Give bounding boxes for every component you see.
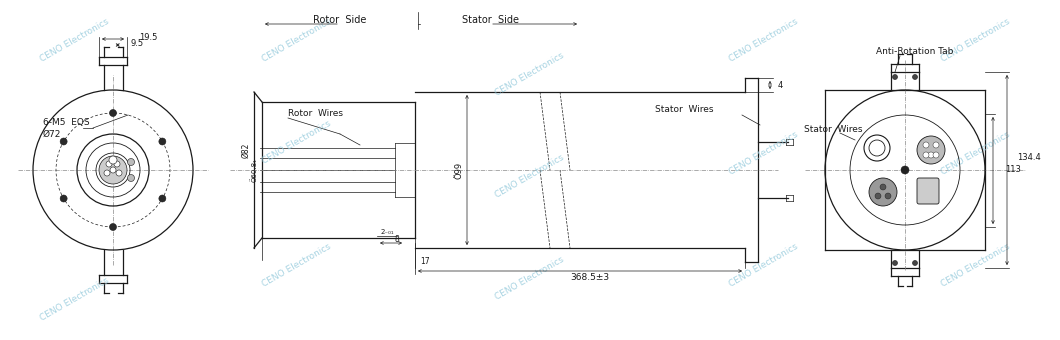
Text: 9.5: 9.5 <box>130 39 143 49</box>
FancyBboxPatch shape <box>917 178 939 204</box>
Circle shape <box>869 178 897 206</box>
Text: CENO Electronics: CENO Electronics <box>494 51 566 98</box>
Text: Stator  Side: Stator Side <box>461 15 518 25</box>
Circle shape <box>893 74 898 80</box>
Text: 2₋₀₁: 2₋₀₁ <box>381 229 394 235</box>
Circle shape <box>109 156 117 164</box>
Text: CENO Electronics: CENO Electronics <box>261 119 333 166</box>
Text: CENO Electronics: CENO Electronics <box>261 242 333 289</box>
Text: CENO Electronics: CENO Electronics <box>939 130 1011 176</box>
Text: 8: 8 <box>394 236 400 244</box>
Text: CENO Electronics: CENO Electronics <box>727 242 799 289</box>
Text: CENO Electronics: CENO Electronics <box>38 17 110 64</box>
Circle shape <box>60 138 67 145</box>
Text: 368.5±3: 368.5±3 <box>570 273 610 283</box>
Text: Ø72: Ø72 <box>43 130 61 138</box>
Circle shape <box>880 184 886 190</box>
Circle shape <box>104 170 110 176</box>
Text: Stator  Wires: Stator Wires <box>803 125 863 135</box>
Circle shape <box>109 109 117 117</box>
Text: 6-M5  EQS: 6-M5 EQS <box>43 118 90 126</box>
Text: CENO Electronics: CENO Electronics <box>494 153 566 200</box>
Circle shape <box>127 174 135 182</box>
Text: Ö60.8₁: Ö60.8₁ <box>250 158 258 182</box>
Text: CENO Electronics: CENO Electronics <box>939 17 1011 64</box>
Circle shape <box>933 142 939 148</box>
Circle shape <box>923 152 929 158</box>
Circle shape <box>917 136 946 164</box>
Circle shape <box>874 193 881 199</box>
Circle shape <box>127 158 135 166</box>
Text: 4: 4 <box>778 81 783 89</box>
Circle shape <box>110 167 116 173</box>
Circle shape <box>913 74 918 80</box>
Circle shape <box>885 193 891 199</box>
Circle shape <box>901 166 909 174</box>
Circle shape <box>893 260 898 266</box>
Text: CENO Electronics: CENO Electronics <box>494 255 566 302</box>
Text: CENO Electronics: CENO Electronics <box>38 276 110 323</box>
Text: 113: 113 <box>1005 166 1021 174</box>
Text: Stator  Wires: Stator Wires <box>655 105 713 115</box>
Text: 134.4: 134.4 <box>1017 153 1041 163</box>
Circle shape <box>60 195 67 202</box>
Circle shape <box>923 142 929 148</box>
Text: CENO Electronics: CENO Electronics <box>939 242 1011 289</box>
Circle shape <box>106 161 112 167</box>
Circle shape <box>99 156 127 184</box>
Circle shape <box>913 260 918 266</box>
Text: 17: 17 <box>420 256 429 266</box>
Circle shape <box>933 152 939 158</box>
Text: Ö99: Ö99 <box>455 162 463 178</box>
Text: CENO Electronics: CENO Electronics <box>261 17 333 64</box>
Circle shape <box>159 138 165 145</box>
Text: Rotor  Side: Rotor Side <box>314 15 367 25</box>
Circle shape <box>116 170 122 176</box>
Text: Rotor  Wires: Rotor Wires <box>288 109 343 119</box>
Text: CENO Electronics: CENO Electronics <box>727 130 799 176</box>
Circle shape <box>928 152 934 158</box>
Circle shape <box>159 195 165 202</box>
Circle shape <box>114 161 120 167</box>
Text: 19.5: 19.5 <box>139 34 157 42</box>
Text: Anti-Rotation Tab: Anti-Rotation Tab <box>877 48 954 56</box>
Circle shape <box>109 223 117 231</box>
Text: CENO Electronics: CENO Electronics <box>727 17 799 64</box>
Text: Ø82: Ø82 <box>242 142 250 158</box>
